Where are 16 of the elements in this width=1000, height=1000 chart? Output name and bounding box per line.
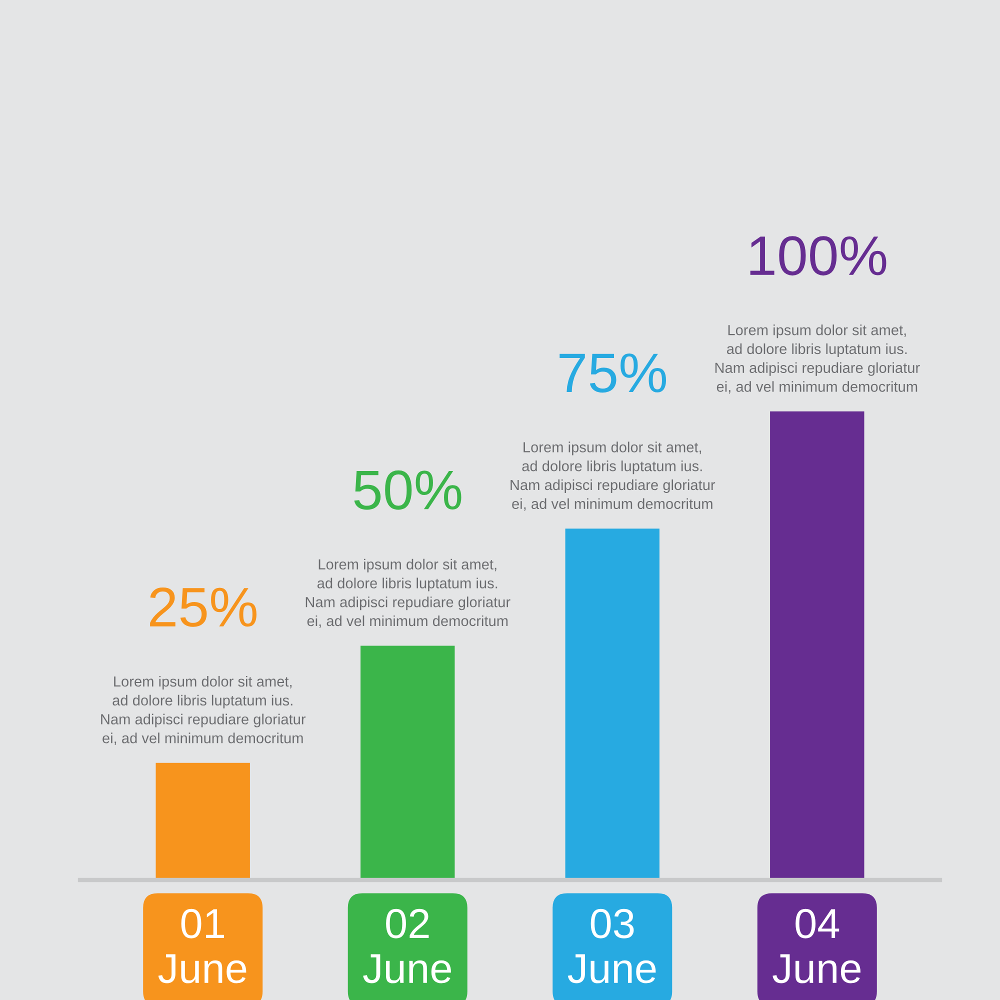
x-tick-label: 03 June [568,908,656,984]
bar [156,762,250,880]
x-tick-label: 04 June [772,908,860,984]
bar [770,411,864,880]
data-label: 25% [150,588,256,627]
x-tick-label: 02 June [363,908,451,984]
annotation: Lorem ipsum dolor sit amet, ad dolore libris luptatum ius. Nam adipisci repudiare gloriatur ei, ad vel minimum democritum [101,676,306,746]
data-label: 75% [560,353,666,393]
data-label: 50% [354,470,462,510]
x-tick-label: 01 June [158,908,246,984]
bar [360,646,455,880]
text: Lorem ipsum dolor sit amet, ad dolore libris luptatum ius. Nam adipisci repudiare gloriatur ei, ad vel minimum democritum [715,324,920,394]
annotation: Lorem ipsum dolor sit amet, ad dolore libris luptatum ius. Nam adipisci repudiare gloriatur ei, ad vel minimum democritum [510,442,716,511]
annotation: Lorem ipsum dolor sit amet, ad dolore libris luptatum ius. Nam adipisci repudiare gloriatur ei, ad vel minimum democritum [306,558,510,628]
bar [565,528,660,880]
data-label: 100% [750,236,886,276]
